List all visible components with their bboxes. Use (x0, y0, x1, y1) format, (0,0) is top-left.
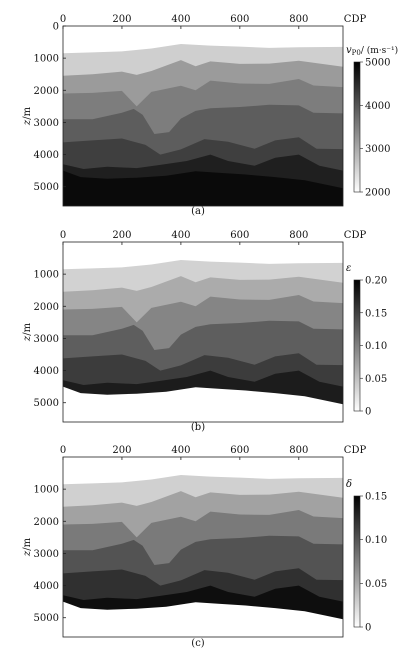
x-tick-label: 400 (171, 445, 190, 456)
x-tick-label: 400 (171, 14, 190, 25)
y-tick-label: 5000 (34, 398, 59, 409)
colorbar-tick-label: 3000 (365, 144, 390, 155)
y-tick-label: 1000 (34, 485, 59, 496)
colorbar-tick-label: 0 (365, 623, 371, 634)
x-tick-label: 800 (289, 14, 308, 25)
x-tick-label: 200 (112, 445, 131, 456)
y-tick-label: 0 (53, 22, 59, 33)
model-layers (63, 26, 343, 206)
y-tick-label: 2000 (34, 517, 59, 528)
x-tick-label: 0 (60, 445, 66, 456)
y-tick-label: 1000 (34, 54, 59, 65)
y-tick-label: 3000 (34, 118, 59, 129)
colorbar-tick-label: 2000 (365, 188, 390, 199)
y-tick-label: 3000 (34, 549, 59, 560)
layer-7 (63, 386, 343, 422)
plot-frame (62, 456, 344, 638)
x-tick-label: 0 (60, 14, 66, 25)
colorbar-title: vP0/ (m·s⁻¹) (346, 45, 398, 57)
model-layers (63, 242, 343, 422)
x-tick-label: 600 (230, 445, 249, 456)
plot-frame (62, 241, 344, 423)
y-axis-label: z/m (22, 537, 33, 557)
model-layers (63, 457, 343, 637)
colorbar (353, 61, 361, 193)
colorbar-tick-label: 0.10 (365, 341, 387, 352)
x-tick-label: 600 (230, 230, 249, 241)
x-axis-label: CDP (344, 14, 367, 25)
x-tick-label: 0 (60, 230, 66, 241)
x-tick-label: 800 (289, 230, 308, 241)
colorbar-title: ε (346, 263, 351, 274)
y-tick-label: 2000 (34, 302, 59, 313)
x-axis-label: CDP (344, 230, 367, 241)
y-tick-label: 4000 (34, 581, 59, 592)
y-tick-label: 4000 (34, 150, 59, 161)
x-tick-label: 400 (171, 230, 190, 241)
colorbar (353, 279, 361, 412)
y-axis-label: z/m (22, 322, 33, 342)
chart-panel-b: 0 200 400 600 800 CDP 1000 2000 3000 4000 5000 z/m 0… (22, 230, 387, 433)
x-tick-label: 200 (112, 14, 131, 25)
colorbar-tick-label: 0.05 (365, 374, 387, 385)
plot-frame (62, 25, 344, 207)
colorbar (353, 495, 361, 628)
y-tick-label: 2000 (34, 86, 59, 97)
x-tick-label: 800 (289, 445, 308, 456)
layer-7 (63, 601, 343, 637)
colorbar-tick-label: 0.15 (365, 492, 387, 503)
colorbar-tick-label: 0.10 (365, 535, 387, 546)
x-axis-label: CDP (344, 445, 367, 456)
panel-caption: (b) (191, 422, 205, 433)
layer-7 (63, 170, 343, 206)
chart-panel-a: 0 200 400 600 800 CDP 0 1000 2000 3000 4000 5000 z/m… (22, 14, 398, 217)
y-tick-label: 5000 (34, 613, 59, 624)
colorbar-tick-label: 0.05 (365, 579, 387, 590)
colorbar-title: δ (346, 479, 352, 490)
chart-panel-c: 0 200 400 600 800 CDP 1000 2000 3000 4000 5000 z/m 0… (22, 445, 387, 649)
x-tick-label: 600 (230, 14, 249, 25)
y-axis-label: z/m (22, 106, 33, 126)
y-tick-label: 1000 (34, 270, 59, 281)
colorbar-tick-label: 0.20 (365, 276, 387, 287)
panel-caption: (c) (191, 638, 205, 649)
colorbar-tick-label: 4000 (365, 101, 390, 112)
colorbar-tick-label: 5000 (365, 58, 390, 69)
y-tick-label: 4000 (34, 366, 59, 377)
colorbar-tick-label: 0.15 (365, 308, 387, 319)
y-tick-label: 5000 (34, 182, 59, 193)
panel-caption: (a) (191, 206, 205, 217)
y-tick-label: 3000 (34, 334, 59, 345)
colorbar-tick-label: 0 (365, 407, 371, 418)
x-tick-label: 200 (112, 230, 131, 241)
